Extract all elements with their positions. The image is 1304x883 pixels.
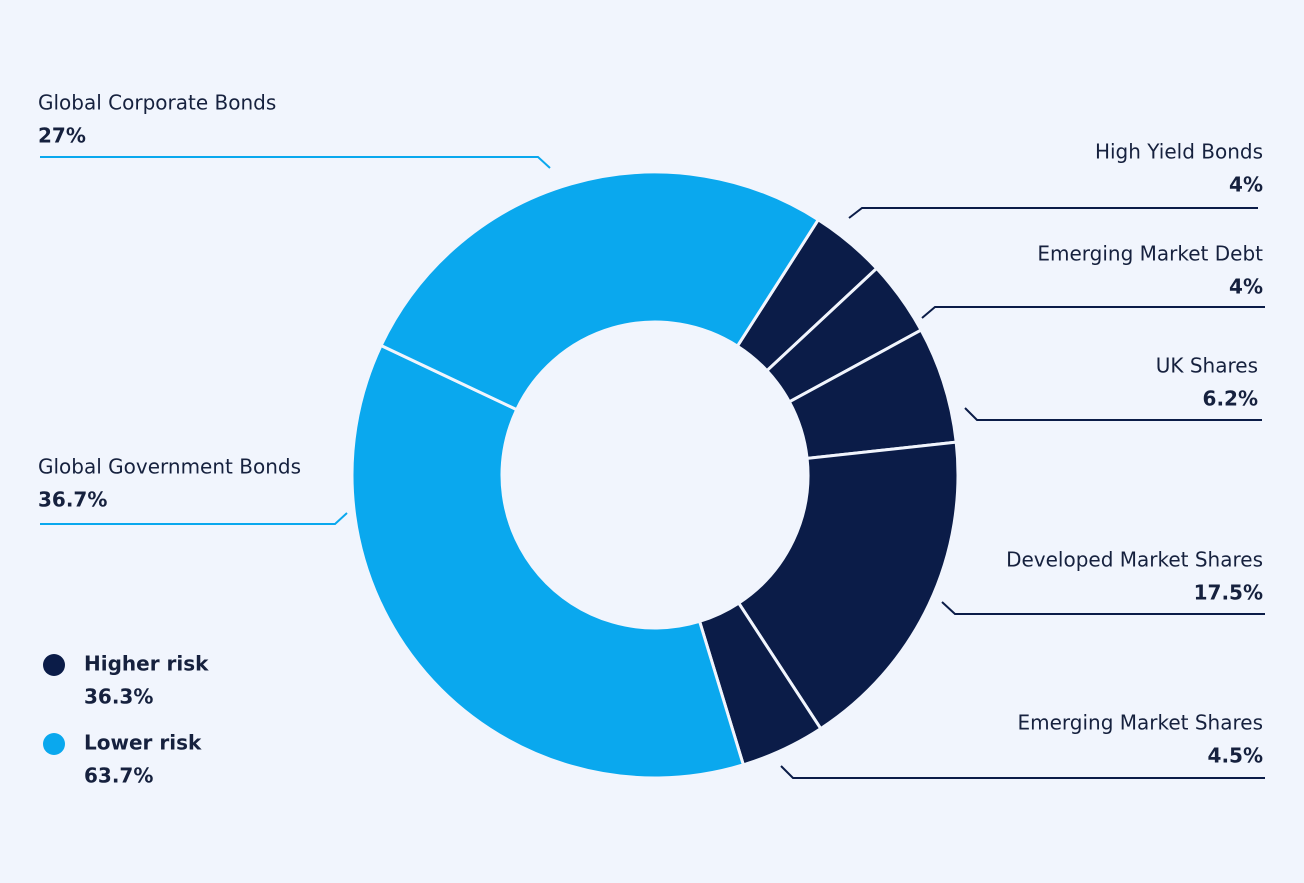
leader-line [964, 407, 1262, 421]
legend-label: Higher risk [84, 652, 209, 676]
slice-label: Global Corporate Bonds [38, 91, 276, 115]
leader-line [40, 512, 348, 525]
slice-value-label: 17.5% [1194, 581, 1263, 605]
slice-label: High Yield Bonds [1095, 140, 1263, 164]
donut-slice [350, 343, 746, 780]
legend-value: 36.3% [84, 685, 153, 709]
leader-line [780, 765, 1265, 779]
slice-label: Global Government Bonds [38, 455, 301, 479]
leader-line [921, 306, 1265, 319]
donut-slice [379, 170, 821, 412]
leader-line [941, 601, 1265, 615]
slice-value-label: 6.2% [1203, 387, 1258, 411]
slice-label: Emerging Market Debt [1037, 242, 1263, 266]
legend-label: Lower risk [84, 731, 202, 755]
slice-label: Developed Market Shares [1006, 548, 1263, 572]
slice-value-label: 4.5% [1208, 744, 1263, 768]
donut-slice [736, 440, 960, 731]
slice-label: Emerging Market Shares [1017, 711, 1263, 735]
legend-swatch [43, 654, 65, 676]
slice-value-label: 4% [1229, 275, 1263, 299]
leader-line [40, 156, 551, 169]
leader-line [848, 207, 1258, 219]
legend-swatch [43, 733, 65, 755]
legend-value: 63.7% [84, 764, 153, 788]
slice-value-label: 27% [38, 124, 86, 148]
slice-value-label: 36.7% [38, 488, 107, 512]
slice-label: UK Shares [1156, 354, 1258, 378]
slice-value-label: 4% [1229, 173, 1263, 197]
